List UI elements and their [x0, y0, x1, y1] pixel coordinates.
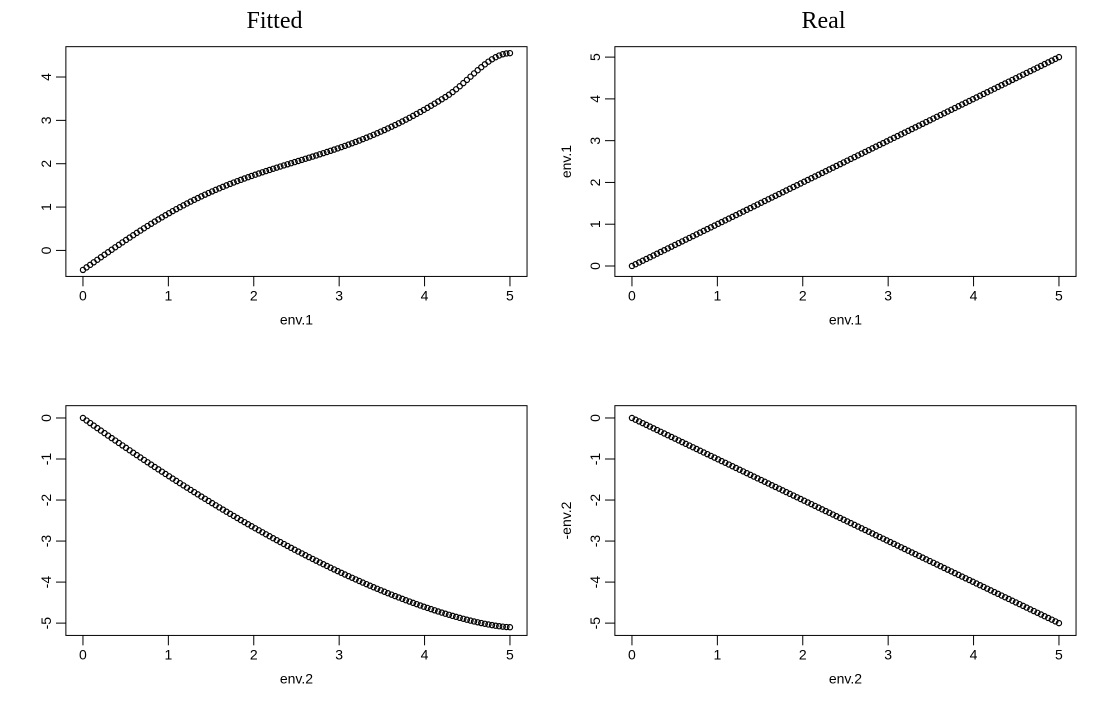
x-tick-label: 1 — [713, 287, 721, 303]
x-tick-label: 3 — [335, 646, 343, 662]
x-tick-label: 1 — [164, 287, 172, 303]
y-tick-label: -4 — [38, 576, 54, 589]
x-tick-label: 5 — [1055, 287, 1063, 303]
x-tick-label: 2 — [799, 646, 807, 662]
x-tick-label: 0 — [628, 646, 636, 662]
x-tick-label: 1 — [164, 646, 172, 662]
y-tick-label: -3 — [587, 535, 603, 548]
y-tick-label: 1 — [38, 203, 54, 211]
y-tick-label: -1 — [587, 453, 603, 466]
x-axis-label: env.2 — [829, 670, 862, 686]
y-axis-label: env.1 — [558, 145, 574, 178]
x-axis-label: env.1 — [280, 311, 313, 327]
x-tick-label: 5 — [1055, 646, 1063, 662]
y-tick-label: 0 — [587, 262, 603, 270]
x-axis-label: env.1 — [829, 311, 862, 327]
cell-real-env2: 0 1 2 3 4 5 -5 -4 -3 -2 -1 0 env.2 -env.2 — [549, 359, 1098, 718]
y-tick-label: 2 — [38, 160, 54, 168]
y-tick-label: 2 — [587, 178, 603, 186]
y-tick-label: 4 — [587, 95, 603, 103]
cell-fitted-env2: 0 1 2 3 4 5 -5 -4 -3 -2 -1 0 env.2 — [0, 359, 549, 718]
y-tick-label: -2 — [38, 494, 54, 507]
chart-fitted-env2: 0 1 2 3 4 5 -5 -4 -3 -2 -1 0 env.2 — [0, 359, 549, 718]
x-axis-label: env.2 — [280, 670, 313, 686]
x-tick-label: 0 — [79, 287, 87, 303]
x-tick-label: 5 — [506, 287, 514, 303]
x-tick-label: 0 — [628, 287, 636, 303]
x-tick-label: 0 — [79, 646, 87, 662]
y-tick-label: 0 — [587, 414, 603, 422]
column-title-fitted: Fitted — [0, 8, 549, 35]
chart-fitted-env1: 0 1 2 3 4 5 0 1 2 3 4 env.1 — [0, 0, 549, 359]
cell-fitted-env1: Fitted 0 1 2 3 4 5 0 1 2 3 4 env.1 — [0, 0, 549, 359]
y-tick-label: -4 — [587, 576, 603, 589]
cell-real-env1: Real 0 1 2 3 4 5 0 1 2 3 4 5 env.1 env.1 — [549, 0, 1098, 359]
x-tick-label: 4 — [421, 646, 429, 662]
x-tick-label: 3 — [884, 646, 892, 662]
y-tick-label: 5 — [587, 53, 603, 61]
y-tick-label: 3 — [38, 116, 54, 124]
y-tick-label: 0 — [38, 246, 54, 254]
y-tick-label: -1 — [38, 453, 54, 466]
x-tick-label: 2 — [799, 287, 807, 303]
plot-grid: Fitted 0 1 2 3 4 5 0 1 2 3 4 env.1 Real 0 1 2 3 4 5 0 1 2 3 4… — [0, 0, 1098, 718]
y-tick-label: -2 — [587, 494, 603, 507]
y-tick-label: -3 — [38, 535, 54, 548]
chart-real-env1: 0 1 2 3 4 5 0 1 2 3 4 5 env.1 env.1 — [549, 0, 1098, 359]
x-tick-label: 1 — [713, 646, 721, 662]
x-tick-label: 4 — [421, 287, 429, 303]
y-tick-label: -5 — [587, 617, 603, 630]
x-tick-label: 2 — [250, 287, 258, 303]
x-tick-label: 2 — [250, 646, 258, 662]
y-tick-label: 4 — [38, 73, 54, 81]
x-tick-label: 4 — [970, 287, 978, 303]
x-tick-label: 3 — [335, 287, 343, 303]
y-axis-label: -env.2 — [558, 501, 574, 539]
y-tick-label: 3 — [587, 137, 603, 145]
x-tick-label: 5 — [506, 646, 514, 662]
x-tick-label: 3 — [884, 287, 892, 303]
column-title-real: Real — [549, 8, 1098, 35]
y-tick-label: 1 — [587, 220, 603, 228]
y-tick-label: 0 — [38, 414, 54, 422]
y-tick-label: -5 — [38, 617, 54, 630]
chart-real-env2: 0 1 2 3 4 5 -5 -4 -3 -2 -1 0 env.2 -env.2 — [549, 359, 1098, 718]
x-tick-label: 4 — [970, 646, 978, 662]
